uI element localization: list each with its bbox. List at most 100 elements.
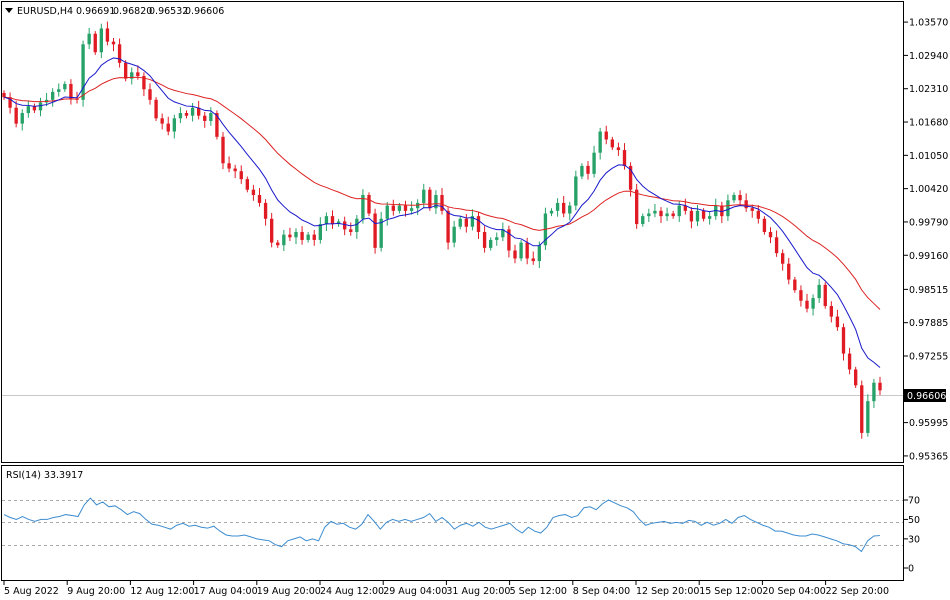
time-tick-label: 22 Sep 20:00 — [826, 586, 889, 597]
fast-moving-average-line — [3, 57, 881, 368]
candle-body — [239, 171, 243, 180]
time-tick-label: 5 Sep 12:00 — [510, 586, 567, 597]
candle-body — [422, 189, 426, 203]
candle-body — [835, 316, 840, 328]
candle-body — [221, 136, 225, 164]
candle-body — [349, 229, 353, 232]
candle-body — [537, 245, 542, 262]
time-tick-label: 5 Aug 2022 — [4, 586, 59, 597]
rsi-tick-label: 30 — [908, 534, 920, 545]
candle-body — [215, 113, 219, 137]
candle-body — [32, 106, 37, 111]
candle-body — [391, 205, 396, 211]
candle-body — [787, 263, 791, 280]
candle-body — [166, 123, 170, 132]
candle-body — [683, 205, 688, 211]
candle-body — [294, 232, 298, 238]
candle-body — [233, 168, 237, 172]
time-tick-label: 29 Aug 04:00 — [383, 586, 447, 597]
candle-body — [841, 327, 846, 354]
candle-body — [209, 113, 213, 121]
price-tick-label: 0.99790 — [909, 217, 948, 228]
time-tick-label: 9 Aug 20:00 — [67, 586, 125, 597]
candle-body — [549, 210, 554, 214]
candle-body — [555, 202, 560, 211]
price-tick-label: 0.97885 — [909, 318, 948, 329]
candle-body — [342, 221, 347, 230]
candle-body — [641, 216, 645, 225]
candle-body — [805, 300, 809, 309]
time-tick-label: 24 Aug 12:00 — [320, 586, 384, 597]
candles-group — [2, 21, 882, 439]
candle-body — [440, 194, 444, 211]
collapse-triangle-icon[interactable] — [5, 8, 13, 13]
candle-body — [561, 202, 566, 214]
candle-body — [306, 234, 310, 240]
candle-body — [227, 163, 231, 169]
candle-body — [604, 131, 608, 140]
candle-body — [130, 72, 134, 79]
price-panel-frame — [1, 1, 904, 463]
candle-body — [501, 229, 505, 238]
slow-moving-average-line — [3, 76, 881, 310]
candle-body — [531, 258, 535, 262]
candle-body — [203, 115, 207, 121]
candle-body — [142, 76, 146, 90]
high-price-label: 0.96820 — [113, 6, 152, 17]
current-price-tag-text: 0.96606 — [907, 391, 946, 402]
candle-body — [111, 41, 116, 45]
candle-body — [671, 213, 675, 217]
candle-body — [81, 44, 85, 100]
price-tick-label: 0.98515 — [909, 285, 948, 296]
candle-body — [580, 165, 584, 177]
candle-body — [756, 210, 761, 219]
candle-body — [878, 382, 882, 391]
candle-body — [276, 242, 280, 246]
price-tick-label: 0.97255 — [909, 351, 948, 362]
candle-body — [14, 107, 18, 124]
candle-body — [288, 234, 292, 238]
candle-body — [385, 205, 389, 219]
chart-symbol-label: EURUSD,H4 — [17, 6, 73, 17]
candle-body — [38, 102, 43, 111]
candle-body — [458, 218, 462, 227]
time-tick-label: 15 Sep 12:00 — [699, 586, 762, 597]
price-tick-label: 1.01050 — [909, 151, 948, 162]
candle-body — [774, 237, 779, 254]
rsi-tick-label: 50 — [908, 515, 920, 526]
candle-body — [762, 218, 767, 232]
candle-body — [780, 253, 785, 264]
candle-body — [69, 83, 73, 99]
time-tick-label: 19 Aug 20:00 — [257, 586, 321, 597]
candle-body — [63, 83, 67, 90]
candle-body — [20, 113, 24, 124]
candle-body — [701, 210, 706, 219]
candle-body — [8, 97, 12, 108]
candle-body — [750, 208, 754, 211]
candle-body — [336, 221, 341, 225]
candle-body — [768, 232, 773, 238]
candle-body — [178, 113, 183, 119]
candle-body — [318, 224, 323, 240]
candle-body — [136, 72, 140, 77]
candle-body — [653, 210, 657, 214]
candle-body — [148, 89, 152, 100]
candle-body — [817, 284, 821, 299]
candle-body — [117, 44, 122, 63]
candle-body — [847, 353, 852, 370]
candle-body — [397, 205, 402, 211]
candle-body — [622, 150, 627, 166]
current-price-tag — [904, 389, 946, 402]
candle-body — [428, 189, 432, 209]
candle-body — [105, 28, 110, 42]
candle-body — [519, 242, 523, 259]
candle-body — [738, 194, 742, 201]
candle-body — [726, 200, 730, 217]
candle-body — [634, 189, 639, 225]
candle-body — [659, 210, 663, 217]
candle-body — [379, 218, 383, 248]
price-tick-label: 0.95365 — [909, 451, 948, 462]
rsi-axis: 70 50 30 0 — [903, 496, 920, 575]
open-price-label: 0.96691 — [76, 6, 115, 17]
